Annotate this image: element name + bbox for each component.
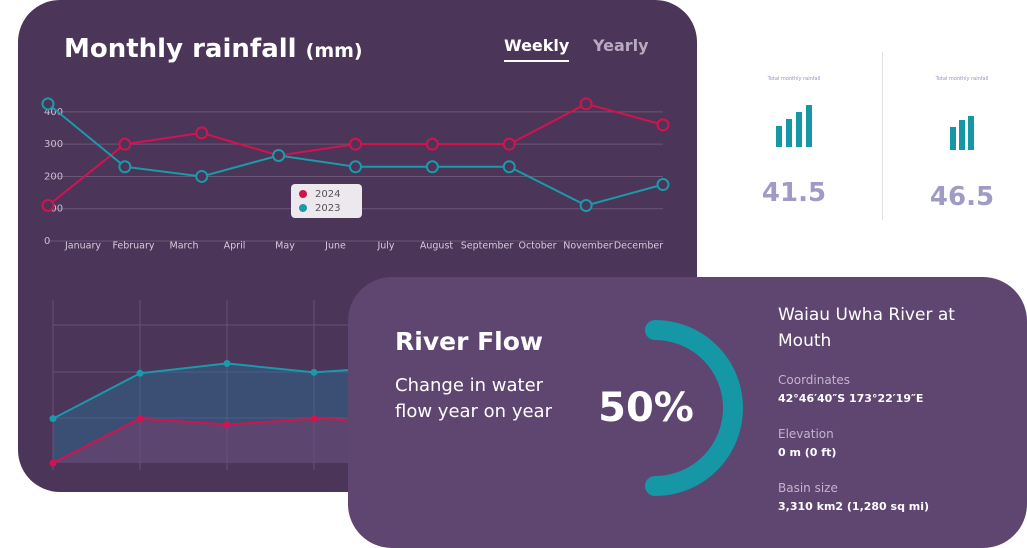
point — [656, 178, 670, 192]
x-tick-label: July — [376, 241, 394, 252]
stat-label: Total monthly rainfall — [935, 76, 989, 82]
y-tick-label: 400 — [44, 107, 63, 118]
gauge: 50% — [598, 320, 743, 496]
detail-label: Basin size — [778, 481, 838, 495]
point — [223, 359, 231, 367]
x-tick-label: May — [275, 241, 295, 252]
detail-label: Coordinates — [778, 373, 851, 387]
legend-box — [291, 184, 362, 218]
point — [118, 137, 132, 151]
river-card: 50% River Flow Change in water flow year… — [348, 277, 1027, 548]
x-tick-label: November — [563, 241, 613, 252]
point — [656, 118, 670, 132]
y-tick-label: 300 — [44, 139, 63, 150]
stat-value: 41.5 — [761, 178, 827, 208]
point — [41, 97, 55, 111]
point — [579, 199, 593, 212]
rainfall-charts: 0 100 200 300 400 January February March April Ma… — [41, 97, 697, 470]
point — [195, 126, 209, 140]
y-tick-label: 0 — [44, 236, 50, 247]
detail-value: 0 m (0 ft) — [778, 446, 837, 459]
stat-label: Total monthly rainfall — [767, 76, 821, 82]
point — [310, 415, 318, 423]
point — [272, 148, 286, 162]
x-tick-label: March — [170, 241, 199, 252]
x-tick-label: January — [64, 241, 101, 252]
y-tick-label: 200 — [44, 171, 63, 182]
point — [579, 97, 593, 111]
point — [349, 137, 362, 151]
detail-value: 42°46′40″S 173°22′19″E — [778, 392, 924, 405]
x-tick-label: September — [461, 241, 514, 252]
point — [425, 137, 439, 151]
x-tick-label: June — [324, 241, 346, 252]
point — [502, 160, 516, 174]
river-name: Waiau Uwha River at Mouth — [778, 305, 955, 351]
gauge-value: 50% — [598, 385, 694, 431]
series-area — [53, 418, 401, 463]
point — [41, 199, 55, 212]
point — [195, 169, 209, 183]
legend-label: 2023 — [315, 203, 340, 214]
stat-value: 46.5 — [929, 182, 995, 212]
gauge-subtitle: Change in water flow year on year — [395, 375, 552, 422]
y-tick-label: 100 — [44, 204, 63, 215]
legend-swatch — [299, 190, 307, 198]
point — [136, 369, 144, 377]
point — [136, 415, 144, 423]
gauge-arc — [645, 320, 743, 496]
point — [425, 160, 439, 174]
tab[interactable]: Yearly — [593, 36, 649, 55]
bar-icon — [950, 116, 974, 150]
bar-icon — [776, 105, 812, 147]
title-text: Monthly rainfall — [64, 34, 297, 64]
legend-label: 2024 — [315, 189, 340, 200]
x-tick-label: October — [518, 241, 556, 252]
point — [502, 137, 516, 151]
x-tick-label: December — [614, 241, 663, 252]
detail-label: Elevation — [778, 427, 834, 441]
point — [349, 160, 362, 174]
tab[interactable]: Weekly — [504, 36, 570, 62]
detail-value: 3,310 km2 (1,280 sq mi) — [778, 500, 930, 513]
x-tick-label: August — [420, 241, 454, 252]
x-tick-label: April — [224, 241, 246, 252]
title-unit: (mm) — [305, 40, 363, 62]
point — [118, 160, 132, 174]
point — [49, 459, 57, 467]
legend-swatch — [299, 204, 307, 212]
divider — [882, 52, 883, 220]
point — [310, 368, 318, 376]
point — [49, 415, 57, 423]
gauge-title: River Flow — [395, 327, 544, 356]
x-tick-label: February — [112, 241, 154, 252]
chart-title: Monthly rainfall (mm) — [64, 34, 363, 64]
series-area — [53, 363, 401, 463]
point — [223, 421, 231, 429]
